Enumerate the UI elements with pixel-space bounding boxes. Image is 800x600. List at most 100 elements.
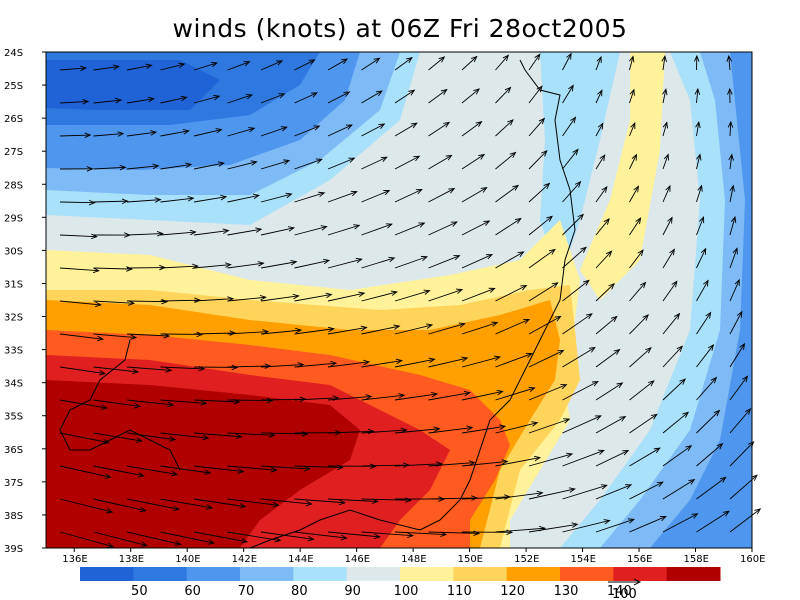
wind-vector-head [536, 85, 543, 93]
wind-vector [327, 396, 372, 401]
wind-vectors [59, 52, 762, 548]
wind-vector-head [625, 484, 633, 490]
wind-vector [260, 465, 310, 470]
wind-vector [193, 264, 231, 269]
wind-vector [260, 93, 285, 104]
wind-vector [461, 496, 510, 500]
wind-vector-head [597, 122, 604, 130]
wind-vector-head [235, 433, 243, 440]
wind-vector [562, 381, 599, 401]
wind-vector-head [418, 222, 426, 228]
wind-vector-head [341, 58, 349, 65]
wind-vector [394, 358, 435, 368]
wind-vector [595, 250, 612, 269]
wind-vector-head [627, 518, 636, 524]
wind-vector-head [98, 370, 106, 376]
wind-vector [93, 333, 137, 339]
colorbar-swatch [400, 567, 454, 581]
wind-vector-head [139, 506, 147, 513]
wind-vector [595, 416, 626, 434]
wind-vector-head [220, 194, 228, 201]
wind-vector-head [241, 538, 249, 544]
wind-vector [629, 186, 639, 203]
wind-vector [227, 498, 279, 506]
map-title: winds (knots) at 06Z Fri 28oct2005 [172, 14, 628, 43]
wind-vector [629, 282, 646, 302]
lon-label: 146E [345, 554, 370, 565]
wind-vector [428, 154, 452, 170]
wind-vector [227, 262, 264, 269]
wind-vector [629, 516, 666, 533]
map-frame [45, 51, 753, 549]
wind-vector [662, 249, 675, 269]
wind-vector [696, 89, 699, 104]
wind-vector [327, 58, 348, 71]
wind-vector [260, 398, 306, 401]
wind-vector-head [167, 401, 175, 408]
wind-vector [428, 531, 479, 534]
wind-vector [160, 163, 192, 170]
colorbar-label: 70 [238, 584, 255, 599]
wind-vector-head [187, 196, 195, 202]
wind-vector [260, 364, 304, 368]
wind-vector-head [688, 479, 696, 485]
wind-vector-head [353, 224, 361, 230]
wind-vector [260, 531, 314, 540]
wind-vector [629, 481, 664, 500]
wind-vector [126, 498, 179, 510]
wind-vector [193, 230, 229, 236]
wind-vector [729, 121, 732, 137]
wind-vector-head [631, 153, 637, 161]
wind-vector-head [574, 180, 582, 188]
wind-vector-head [132, 368, 140, 375]
wind-vector-head [445, 154, 453, 161]
wind-vector [696, 476, 726, 500]
wind-vector [595, 382, 623, 401]
coastline [59, 59, 576, 549]
wind-vector [562, 347, 596, 368]
colorbar-label: 120 [500, 584, 525, 599]
wind-vector-head [719, 476, 727, 483]
wind-vector [294, 294, 332, 302]
lat-label: 36S [4, 445, 23, 456]
colorbar-swatch [80, 567, 134, 581]
wind-vector [193, 129, 222, 137]
wind-vector-head [272, 501, 280, 508]
wind-vector-head [426, 323, 434, 329]
wind-vector-head [406, 56, 413, 64]
wind-vector [394, 393, 438, 401]
wind-vector-head [378, 123, 386, 129]
wind-vector-head [369, 463, 377, 470]
wind-vector-head [548, 248, 556, 255]
wind-vector [160, 265, 198, 269]
wind-vector [662, 185, 671, 203]
wind-vector-head [231, 364, 239, 371]
lat-label: 34S [4, 379, 23, 390]
wind-vector [595, 56, 602, 71]
wind-vector [126, 432, 176, 441]
wind-vector [696, 410, 720, 434]
wind-vector [361, 394, 405, 401]
wind-vector [126, 199, 161, 203]
wind-vector [629, 314, 649, 335]
wind-vector [227, 399, 273, 402]
wind-vector [461, 154, 485, 170]
wind-vector [160, 63, 185, 71]
wind-vector-head [431, 391, 439, 398]
wind-vector [227, 331, 269, 335]
colorbar-swatch [453, 567, 508, 581]
wind-vector [394, 290, 430, 302]
colorbar-swatch [560, 567, 614, 581]
wind-vector [662, 378, 686, 401]
wind-vector [361, 360, 402, 368]
wind-vector-head [727, 120, 734, 128]
wind-vector [662, 445, 692, 467]
wind-vector-head [588, 346, 596, 353]
wind-vector-head [106, 542, 115, 548]
wind-vector-head [608, 282, 615, 290]
wind-vector [562, 246, 587, 269]
wind-vector-head [270, 467, 278, 473]
wind-vector [294, 59, 315, 71]
wind-vector [160, 366, 205, 370]
wind-vector-head [287, 226, 296, 232]
